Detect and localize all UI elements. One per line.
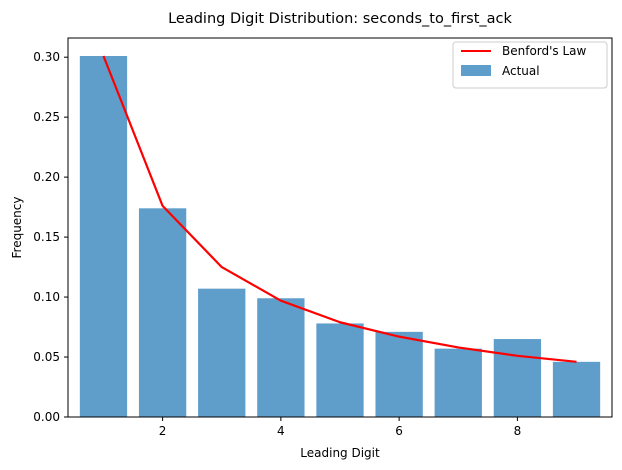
plot-frame: [67, 37, 613, 418]
legend-benford-label: Benford's Law: [502, 44, 587, 58]
y-tick-label: 0.00: [33, 410, 60, 424]
bar-digit-2: [138, 208, 187, 417]
y-axis-ticks: 0.00 0.05 0.10 0.15 0.20 0.25 0.30: [33, 50, 68, 424]
y-tick-label: 0.30: [33, 50, 60, 64]
x-axis-ticks: 2 4 6 8: [159, 417, 521, 438]
bar-digit-3: [198, 288, 246, 417]
bar-digit-8: [493, 339, 542, 417]
bar-group: [79, 55, 601, 417]
y-tick-label: 0.15: [33, 230, 60, 244]
y-tick-label: 0.05: [33, 350, 60, 364]
bar-digit-4: [257, 298, 305, 417]
bar-digit-5: [316, 323, 364, 417]
y-tick-label: 0.25: [33, 110, 60, 124]
bar-digit-7: [434, 348, 482, 417]
legend: Benford's Law Actual: [452, 41, 608, 89]
x-tick-label: 4: [277, 424, 285, 438]
legend-box: [452, 41, 608, 89]
y-axis-label: Frequency: [10, 197, 24, 259]
bar-digit-6: [375, 331, 423, 417]
y-tick-label: 0.10: [33, 290, 60, 304]
benford-line: [102, 55, 577, 363]
x-axis-label: Leading Digit: [300, 446, 380, 460]
x-tick-label: 2: [159, 424, 167, 438]
chart-title: Leading Digit Distribution: seconds_to_f…: [168, 11, 512, 27]
legend-actual-swatch: [461, 65, 491, 76]
bar-digit-1: [79, 55, 128, 417]
bar-digit-9: [552, 361, 601, 417]
y-tick-label: 0.20: [33, 170, 60, 184]
x-tick-label: 6: [395, 424, 403, 438]
x-tick-label: 8: [514, 424, 522, 438]
legend-actual-label: Actual: [502, 64, 540, 78]
benford-line-group: [102, 55, 577, 363]
